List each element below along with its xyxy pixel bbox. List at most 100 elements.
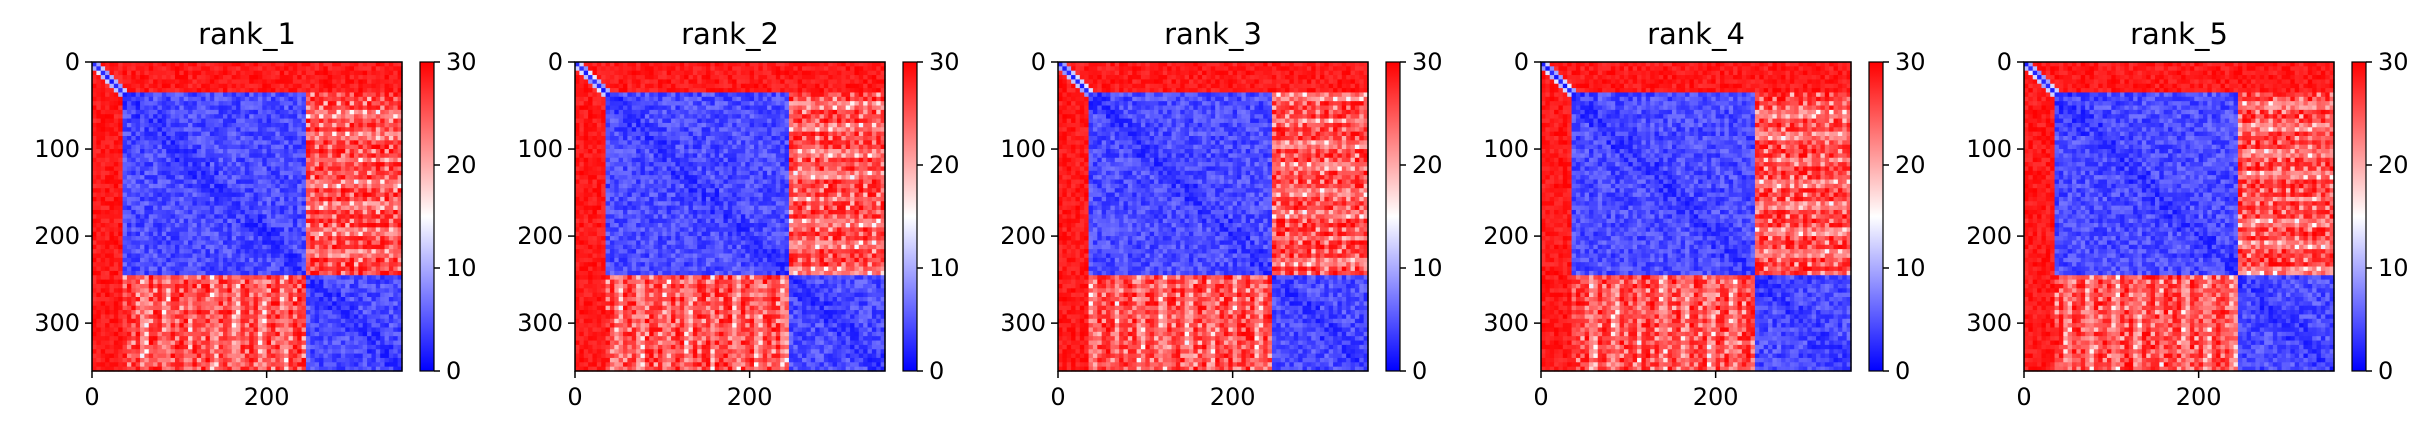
heatmap-cell: [126, 279, 132, 285]
heatmap-cell: [131, 244, 137, 250]
heatmap-cell: [314, 127, 320, 133]
heatmap-cell: [375, 170, 381, 176]
heatmap-cell: [96, 88, 102, 94]
heatmap-cell: [271, 244, 276, 250]
heatmap-cell: [209, 362, 215, 368]
heatmap-cell: [249, 88, 255, 94]
heatmap-cell: [196, 327, 202, 333]
heatmap-cell: [262, 105, 268, 111]
heatmap-cell: [371, 79, 377, 85]
heatmap-cell: [209, 83, 215, 89]
heatmap-cell: [205, 118, 211, 124]
heatmap-cell: [231, 170, 237, 176]
heatmap-cell: [161, 70, 167, 76]
heatmap-cell: [345, 310, 351, 316]
heatmap-cell: [305, 249, 311, 255]
heatmap-cell: [310, 362, 316, 368]
heatmap-cell: [118, 292, 124, 298]
heatmap-cell: [275, 140, 281, 146]
heatmap-cell: [140, 292, 145, 298]
heatmap-cell: [349, 227, 355, 233]
heatmap-cell: [323, 179, 329, 185]
heatmap-cell: [266, 301, 272, 307]
heatmap-cell: [188, 327, 194, 333]
heatmap-cell: [367, 266, 373, 272]
heatmap-cell: [301, 201, 307, 207]
heatmap-cell: [174, 175, 180, 181]
heatmap-cell: [332, 122, 338, 128]
heatmap-cell: [148, 253, 154, 259]
heatmap-cell: [397, 231, 403, 237]
heatmap-cell: [118, 157, 124, 163]
heatmap-cell: [323, 109, 329, 115]
heatmap-cell: [131, 288, 137, 294]
heatmap-cell: [380, 253, 386, 259]
heatmap-cell: [179, 183, 185, 189]
heatmap-cell: [275, 162, 281, 168]
heatmap-cell: [353, 188, 359, 194]
heatmap-cell: [380, 223, 386, 228]
heatmap-cell: [92, 153, 97, 159]
heatmap-cell: [192, 144, 198, 150]
heatmap-cell: [236, 122, 242, 128]
heatmap-cell: [367, 236, 373, 242]
heatmap-cell: [113, 262, 119, 268]
heatmap-cell: [100, 109, 106, 115]
heatmap-cell: [358, 122, 364, 128]
heatmap-cell: [262, 70, 268, 76]
heatmap-cell: [397, 122, 403, 128]
heatmap-cell: [367, 353, 373, 359]
heatmap-cell: [148, 157, 154, 163]
heatmap-cell: [266, 340, 272, 346]
heatmap-cell: [214, 231, 220, 237]
heatmap-cell: [367, 244, 373, 250]
heatmap-cell: [170, 310, 176, 316]
heatmap-cell: [153, 318, 159, 324]
heatmap-cell: [192, 310, 198, 316]
heatmap-cell: [384, 122, 390, 128]
heatmap-cell: [371, 201, 377, 207]
heatmap-cell: [153, 266, 159, 272]
heatmap-cell: [367, 114, 373, 120]
heatmap-cell: [345, 270, 351, 276]
heatmap-cell: [371, 349, 377, 355]
heatmap-cell: [244, 249, 250, 255]
heatmap-cell: [144, 301, 150, 307]
heatmap-cell: [266, 257, 272, 263]
heatmap-cell: [196, 209, 202, 215]
heatmap-cell: [131, 101, 137, 107]
heatmap-cell: [170, 318, 176, 324]
heatmap-cell: [105, 305, 111, 311]
heatmap-cell: [161, 236, 167, 242]
heatmap-cell: [96, 157, 102, 163]
heatmap-cell: [380, 362, 386, 368]
heatmap-cell: [301, 179, 307, 185]
heatmap-cell: [332, 101, 338, 107]
heatmap-cell: [174, 118, 180, 124]
heatmap-cell: [161, 270, 167, 276]
heatmap-cell: [222, 253, 228, 259]
heatmap-cell: [131, 353, 137, 359]
heatmap-cell: [205, 153, 211, 159]
heatmap-cell: [231, 340, 237, 346]
heatmap-cell: [174, 218, 180, 224]
heatmap-cell: [96, 279, 102, 285]
heatmap-cell: [284, 244, 290, 250]
heatmap-cell: [257, 362, 263, 368]
heatmap-cell: [257, 188, 263, 194]
heatmap-cell: [253, 349, 259, 355]
heatmap-cell: [201, 75, 207, 81]
heatmap-cell: [288, 170, 294, 176]
heatmap-cell: [236, 310, 242, 316]
heatmap-cell: [222, 227, 228, 233]
heatmap-cell: [279, 183, 285, 189]
heatmap-cell: [279, 249, 285, 255]
heatmap-cell: [126, 201, 132, 207]
heatmap-cell: [109, 253, 115, 259]
heatmap-cell: [153, 127, 159, 133]
heatmap-cell: [92, 192, 97, 198]
heatmap-cell: [371, 231, 377, 237]
heatmap-cell: [345, 305, 351, 311]
heatmap-cell: [397, 314, 403, 320]
heatmap-cell: [249, 196, 255, 202]
